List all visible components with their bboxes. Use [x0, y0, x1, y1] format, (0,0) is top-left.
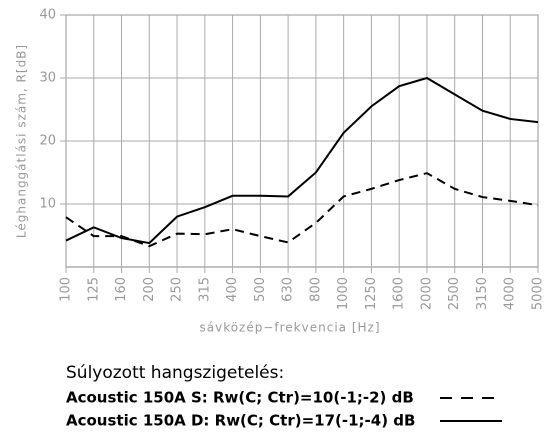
x-tick-label: 1600	[392, 277, 407, 310]
x-tick-label: 1250	[364, 277, 379, 310]
x-tick-label: 500	[253, 277, 268, 302]
x-tick-label: 100	[59, 277, 74, 302]
y-tick-label: 10	[39, 197, 56, 212]
y-tick-label: 40	[39, 8, 56, 23]
x-tick-label: 200	[142, 277, 157, 302]
y-tick-label: 30	[39, 71, 56, 86]
x-tick-label: 315	[197, 277, 212, 302]
x-tick-label: 3150	[475, 277, 490, 310]
x-tick-label: 2000	[419, 277, 434, 310]
x-tick-label: 630	[281, 277, 296, 302]
y-axis-label: Léghanggátlási szám, R[dB]	[15, 44, 29, 238]
x-axis-label: sávközép−frekvencia [Hz]	[199, 321, 380, 335]
x-tick-label: 2500	[447, 277, 462, 310]
x-tick-label: 4000	[503, 277, 518, 310]
x-tick-label: 1000	[336, 277, 351, 310]
y-tick-label: 20	[39, 134, 56, 149]
series-line	[65, 76, 539, 245]
x-tick-label: 5000	[531, 277, 546, 310]
x-tick-label: 250	[170, 277, 185, 302]
x-tick-label: 160	[114, 277, 129, 302]
legend-label: Acoustic 150A D: Rw(C; Ctr)=17(-1;-4) dB	[66, 412, 415, 430]
x-tick-label: 125	[86, 277, 101, 302]
legend-title: Súlyozott hangszigetelés:	[66, 363, 284, 383]
legend-label: Acoustic 150A S: Rw(C; Ctr)=10(-1;-2) dB	[66, 389, 414, 407]
x-tick-label: 400	[225, 277, 240, 302]
x-tick-label: 800	[308, 277, 323, 302]
